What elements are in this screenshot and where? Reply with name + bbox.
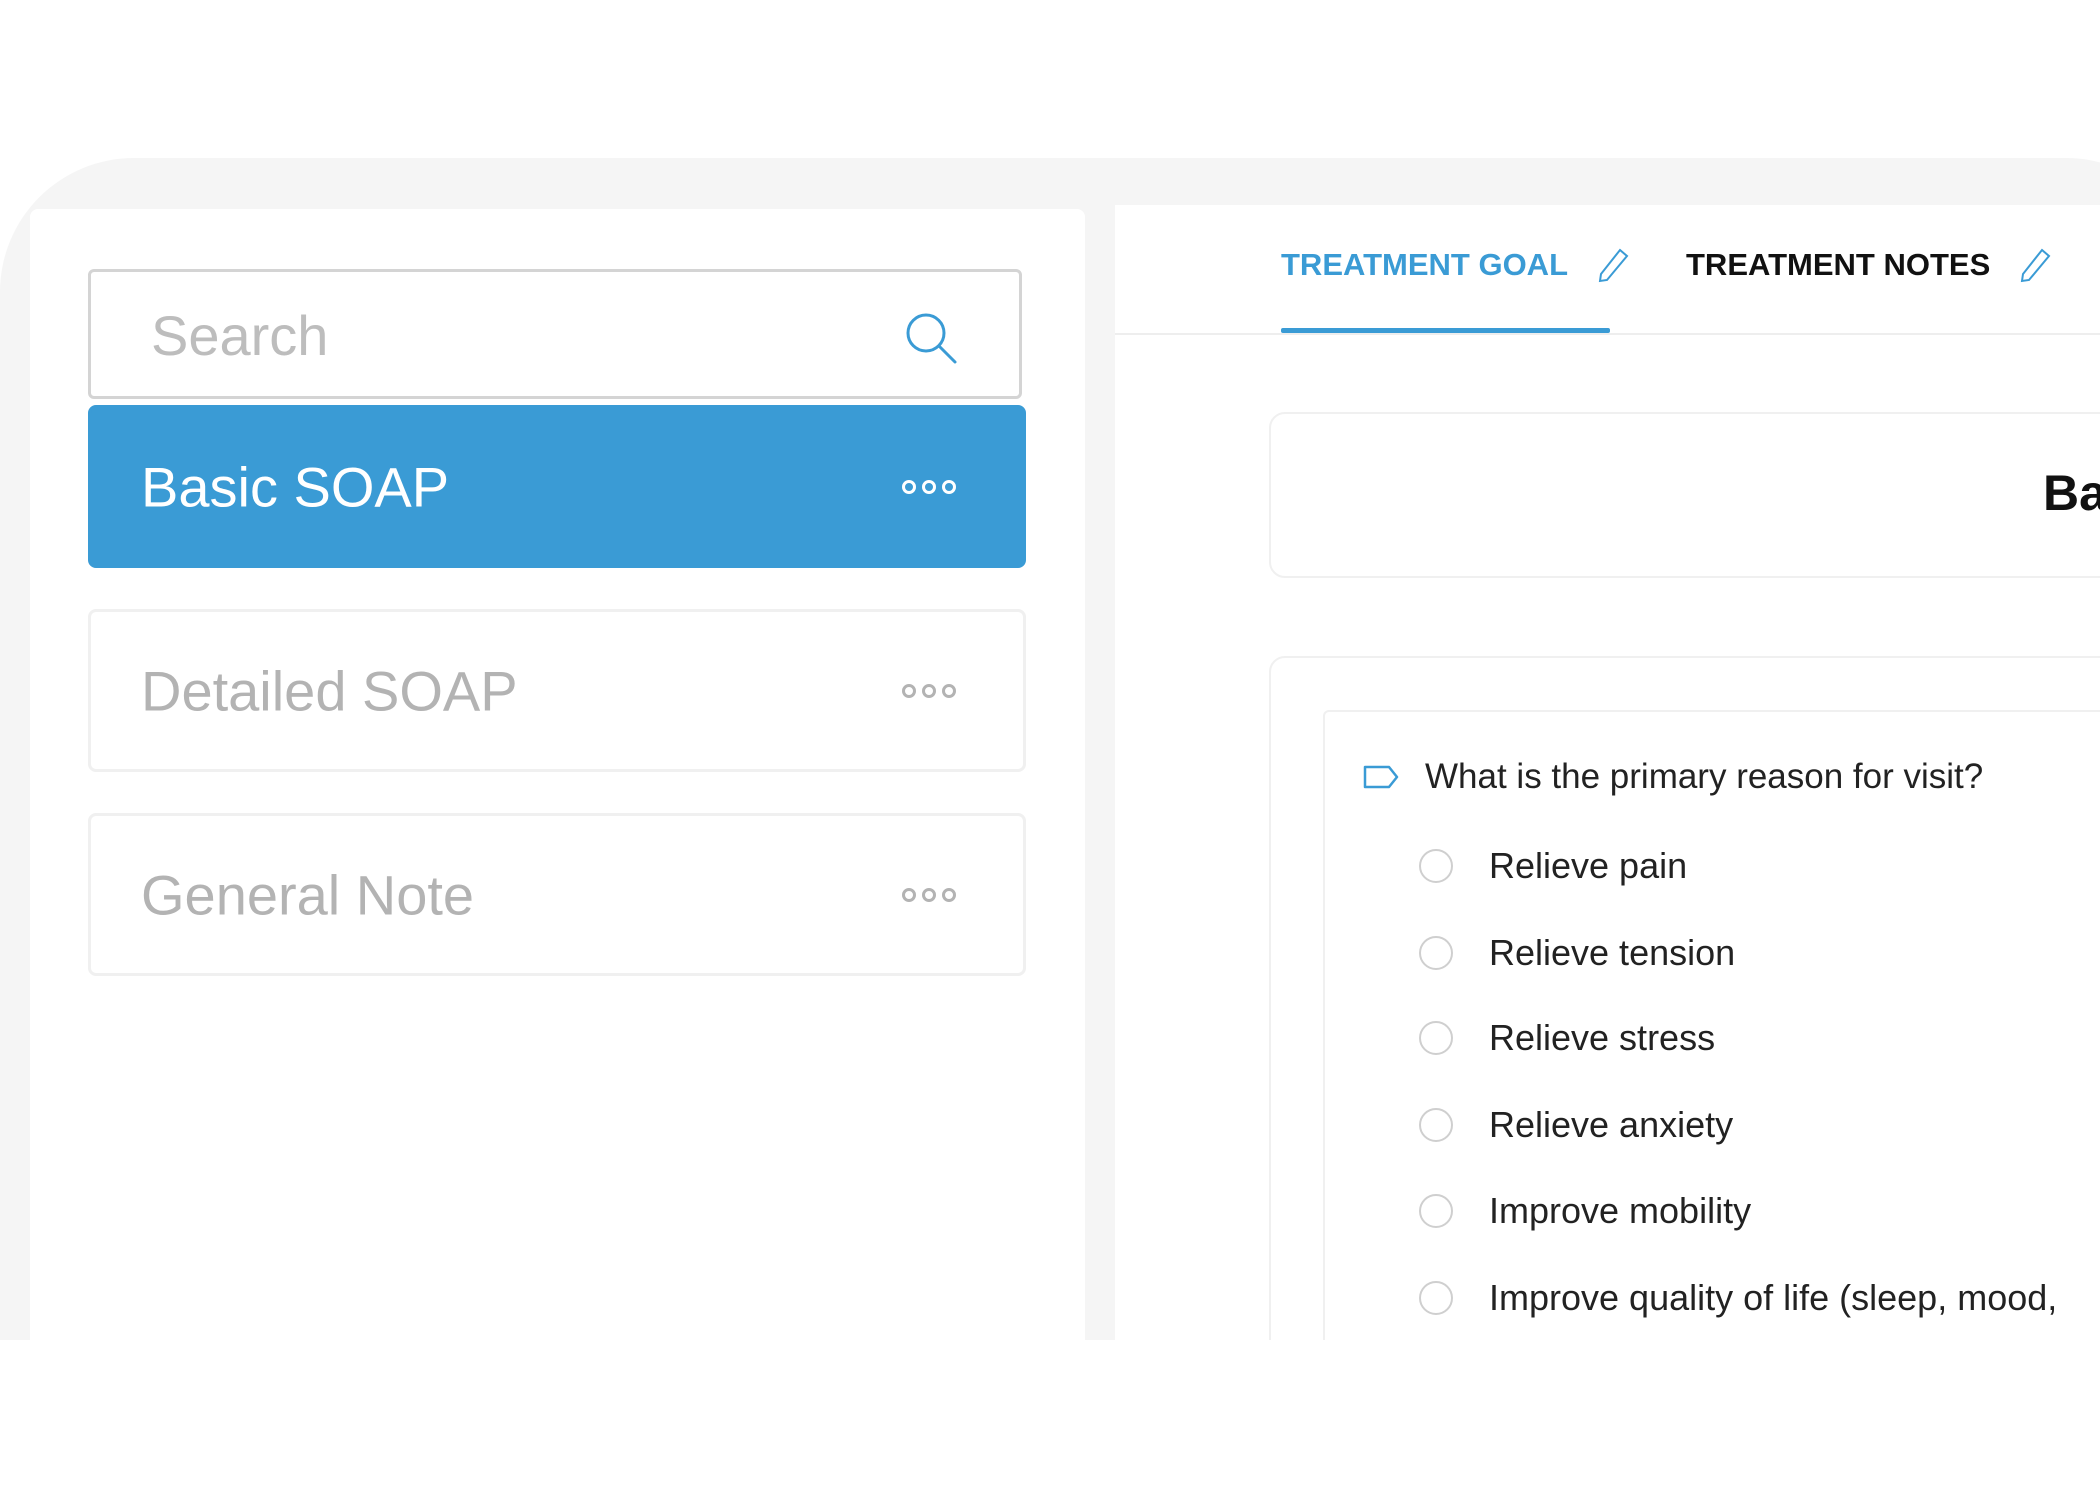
main-panel: TREATMENT GOAL TREATMENT NOTES Ba What i…	[1115, 205, 2100, 1340]
option-label: Relieve stress	[1489, 1017, 1716, 1058]
option-improve-quality-of-life[interactable]: Improve quality of life (sleep, mood,	[1419, 1277, 2057, 1319]
form-body-card: What is the primary reason for visit? Re…	[1269, 656, 2100, 1340]
option-label: Relieve anxiety	[1489, 1104, 1734, 1145]
template-label: Detailed SOAP	[141, 659, 518, 722]
radio-button[interactable]	[1419, 849, 1453, 883]
tab-treatment-notes[interactable]: TREATMENT NOTES	[1686, 247, 2052, 283]
template-label: Basic SOAP	[141, 455, 450, 518]
template-item-detailed-soap[interactable]: Detailed SOAP	[88, 609, 1026, 772]
tag-icon	[1363, 765, 1399, 789]
option-label: Improve quality of life (sleep, mood,	[1489, 1277, 2058, 1318]
template-item-basic-soap[interactable]: Basic SOAP	[88, 405, 1026, 568]
radio-button[interactable]	[1419, 936, 1453, 970]
option-relieve-anxiety[interactable]: Relieve anxiety	[1419, 1104, 1733, 1146]
tab-treatment-goal[interactable]: TREATMENT GOAL	[1281, 247, 1630, 283]
option-improve-mobility[interactable]: Improve mobility	[1419, 1190, 1751, 1232]
template-item-general-note[interactable]: General Note	[88, 813, 1026, 976]
pencil-icon[interactable]	[1596, 247, 1630, 283]
option-relieve-pain[interactable]: Relieve pain	[1419, 845, 1687, 887]
active-tab-indicator	[1281, 328, 1610, 333]
search-box[interactable]	[88, 269, 1022, 399]
more-options-icon[interactable]	[901, 683, 957, 699]
more-options-icon[interactable]	[901, 887, 957, 903]
tab-bar: TREATMENT GOAL TREATMENT NOTES	[1115, 205, 2100, 335]
search-input[interactable]	[149, 302, 853, 368]
option-label: Relieve tension	[1489, 932, 1736, 973]
question: What is the primary reason for visit?	[1363, 757, 1983, 797]
question-text: What is the primary reason for visit?	[1425, 757, 1984, 796]
option-label: Improve mobility	[1489, 1190, 1752, 1231]
tab-label: TREATMENT GOAL	[1281, 247, 1569, 282]
option-label: Relieve pain	[1489, 845, 1688, 886]
radio-button[interactable]	[1419, 1108, 1453, 1142]
app-frame: Basic SOAP Detailed SOAP General Note TR…	[0, 158, 2100, 1340]
form-title-card: Ba	[1269, 412, 2100, 578]
template-sidebar: Basic SOAP Detailed SOAP General Note	[30, 209, 1085, 1340]
option-relieve-tension[interactable]: Relieve tension	[1419, 932, 1735, 974]
radio-button[interactable]	[1419, 1021, 1453, 1055]
tab-label: TREATMENT NOTES	[1686, 247, 1991, 282]
radio-button[interactable]	[1419, 1194, 1453, 1228]
form-title: Ba	[2043, 465, 2100, 521]
search-icon[interactable]	[901, 308, 961, 368]
question-card: What is the primary reason for visit? Re…	[1323, 710, 2100, 1340]
radio-button[interactable]	[1419, 1281, 1453, 1315]
more-options-icon[interactable]	[901, 479, 957, 495]
template-label: General Note	[141, 863, 475, 926]
option-relieve-stress[interactable]: Relieve stress	[1419, 1017, 1715, 1059]
pencil-icon[interactable]	[2018, 247, 2052, 283]
